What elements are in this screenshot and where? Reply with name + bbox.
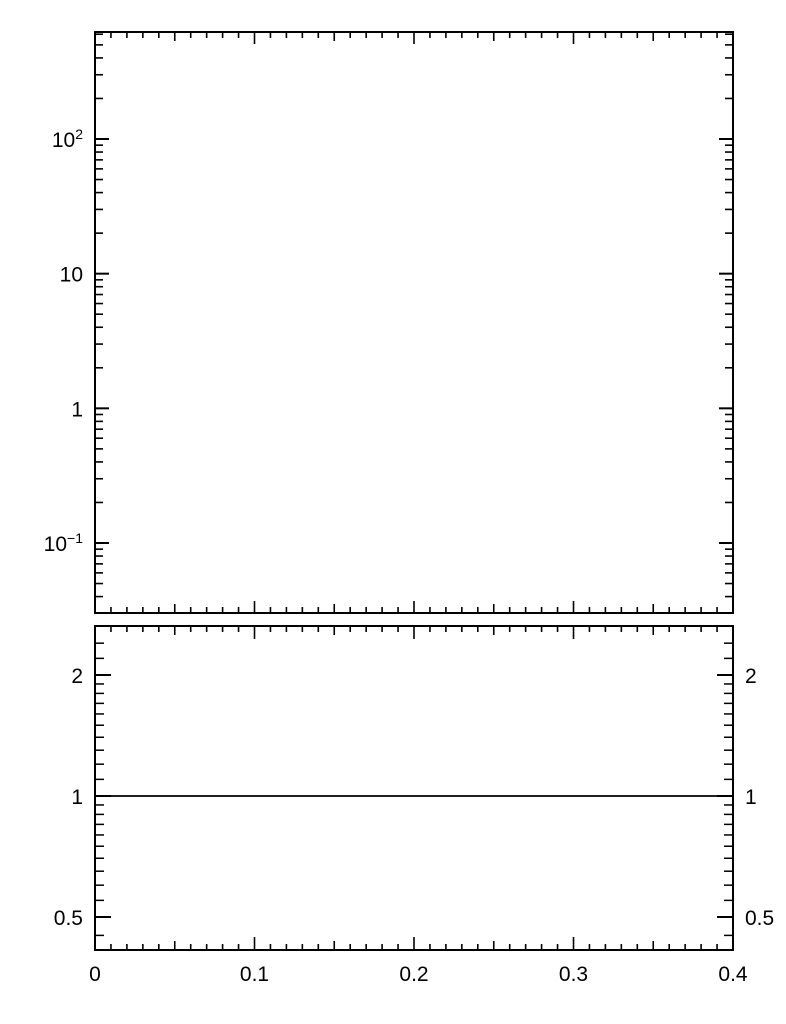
ratio-y-tick-label-right: 0.5: [745, 907, 774, 930]
ratio-panel-frame: [94, 625, 734, 951]
ratio-y-tick-label: 2: [71, 665, 83, 688]
main-panel-frame: [94, 31, 734, 614]
x-tick-label: 0.4: [718, 963, 748, 986]
y-tick-label: 10−1: [44, 530, 84, 556]
x-tick-label: 0.2: [399, 963, 428, 986]
ratio-y-tick-label-right: 1: [745, 786, 757, 809]
x-tick-label: 0.1: [240, 963, 269, 986]
ratio-y-tick-label-right: 2: [745, 665, 757, 688]
y-tick-label: 102: [52, 126, 83, 152]
y-tick-label: 1: [71, 398, 83, 421]
x-tick-label: 0: [89, 963, 101, 986]
ratio-y-tick-label: 0.5: [54, 907, 83, 930]
y-tick-label: 10: [60, 264, 83, 287]
ratio-y-tick-label: 1: [71, 786, 83, 809]
x-tick-label: 0.3: [559, 963, 588, 986]
